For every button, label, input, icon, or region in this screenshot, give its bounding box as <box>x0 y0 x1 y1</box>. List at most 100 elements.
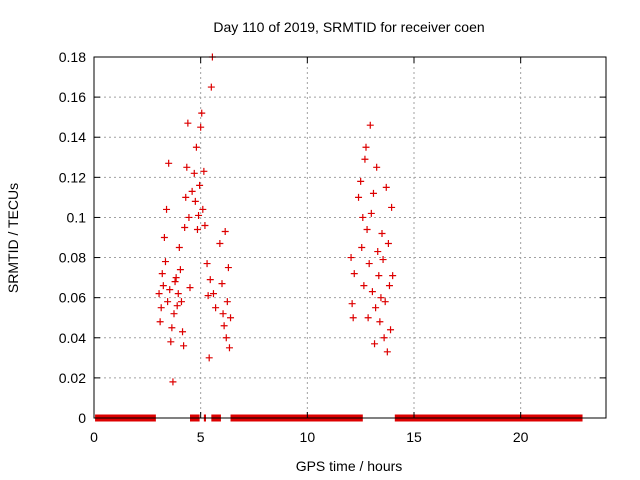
data-point <box>225 344 233 352</box>
data-point <box>209 290 217 298</box>
data-point <box>155 290 163 298</box>
data-point <box>170 310 178 318</box>
data-point <box>361 155 369 163</box>
y-tick-label: 0.02 <box>59 370 86 386</box>
data-point <box>384 240 392 248</box>
data-point <box>371 340 379 348</box>
data-point <box>379 256 387 264</box>
data-point <box>369 189 377 197</box>
data-point <box>367 209 375 217</box>
y-axis-label: SRMTID / TECUs <box>5 183 21 293</box>
data-point <box>378 229 386 237</box>
data-point <box>160 234 168 241</box>
axis-ticks <box>93 56 606 419</box>
data-point <box>185 213 193 221</box>
x-axis-label: GPS time / hours <box>296 458 403 474</box>
data-point <box>181 223 189 231</box>
data-point <box>207 83 215 91</box>
data-point <box>364 314 372 322</box>
data-point <box>191 197 199 205</box>
data-point <box>223 298 231 306</box>
data-point <box>175 244 183 252</box>
data-point <box>206 276 214 284</box>
data-point <box>355 193 363 201</box>
data-point <box>387 326 395 334</box>
data-point <box>366 121 374 129</box>
data-point <box>216 240 224 248</box>
data-point <box>179 328 187 336</box>
data-point <box>186 284 194 292</box>
data-point <box>183 163 191 171</box>
y-tick-label: 0.16 <box>59 89 86 105</box>
data-point <box>212 304 220 312</box>
data-point <box>360 282 368 290</box>
data-point <box>169 378 177 386</box>
y-tick-label: 0.18 <box>59 49 86 65</box>
data-point <box>347 254 355 262</box>
data-point <box>219 310 227 318</box>
data-point <box>221 227 229 235</box>
data-point <box>375 272 383 280</box>
data-point <box>172 274 180 282</box>
y-tick-label: 0.06 <box>59 290 86 306</box>
data-point <box>376 318 384 326</box>
x-tick-label: 10 <box>300 429 316 445</box>
data-point <box>171 278 179 286</box>
data-point <box>203 260 211 268</box>
data-point <box>197 123 205 131</box>
data-point <box>348 300 356 308</box>
data-point <box>389 272 397 280</box>
data-point <box>383 348 391 356</box>
data-point <box>222 334 230 342</box>
y-tick-label: 0.1 <box>67 209 87 225</box>
grid-lines <box>94 57 606 418</box>
data-point <box>380 334 388 342</box>
data-point <box>163 205 171 213</box>
data-point <box>218 280 226 288</box>
data-point <box>368 288 376 296</box>
data-point <box>374 248 382 256</box>
data-point <box>192 143 200 151</box>
y-tick-label: 0.08 <box>59 250 86 266</box>
y-tick-label: 0.14 <box>59 129 86 145</box>
data-point <box>358 244 366 252</box>
data-point <box>195 211 203 219</box>
data-point <box>227 314 235 322</box>
data-point <box>377 294 385 302</box>
x-tick-label: 5 <box>197 429 205 445</box>
data-point <box>373 163 381 171</box>
data-point <box>224 264 232 272</box>
data-point <box>180 342 188 350</box>
data-point <box>156 318 164 326</box>
data-point <box>164 298 172 306</box>
data-point <box>357 177 365 185</box>
data-point <box>165 159 173 167</box>
data-point <box>182 193 190 201</box>
plot-frame <box>93 56 607 419</box>
data-points <box>155 53 397 386</box>
data-point <box>168 324 176 332</box>
data-point <box>198 109 206 117</box>
data-point <box>220 322 228 330</box>
data-point <box>167 338 175 346</box>
data-point <box>204 292 212 300</box>
data-point <box>199 205 207 213</box>
data-point <box>184 119 192 127</box>
data-point <box>385 282 393 290</box>
data-point <box>350 270 358 278</box>
data-point <box>174 290 182 298</box>
data-point <box>363 225 371 233</box>
data-point <box>196 181 204 189</box>
data-point <box>193 225 201 233</box>
data-point <box>388 203 396 211</box>
y-tick-label: 0 <box>78 410 86 426</box>
data-point <box>365 260 373 268</box>
data-point <box>362 143 370 151</box>
data-point <box>201 221 209 229</box>
data-point <box>381 298 389 306</box>
data-point <box>166 286 174 294</box>
y-tick-label: 0.04 <box>59 330 86 346</box>
data-point <box>349 314 357 322</box>
chart-title: Day 110 of 2019, SRMTID for receiver coe… <box>213 19 484 35</box>
